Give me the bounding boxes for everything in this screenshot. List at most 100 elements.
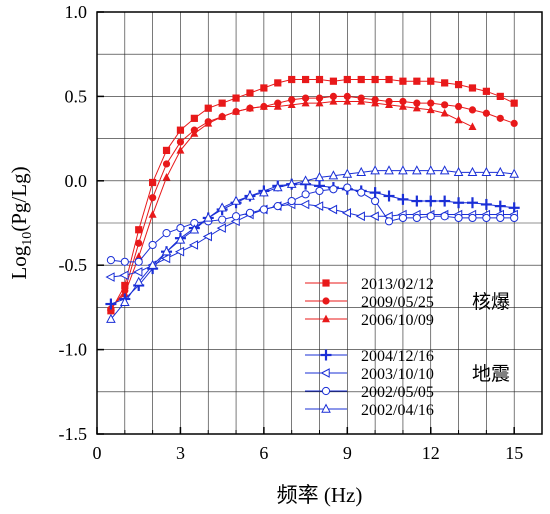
legend-entry: 2013/02/12	[305, 276, 434, 293]
data-point	[273, 102, 282, 110]
data-point	[161, 253, 171, 264]
data-point	[148, 210, 157, 218]
data-point	[287, 196, 296, 206]
legend-marker	[321, 386, 331, 396]
data-point	[204, 119, 213, 127]
data-point	[119, 296, 130, 307]
data-point	[162, 146, 171, 155]
data-point	[480, 198, 492, 210]
data-point	[494, 200, 506, 212]
data-point	[161, 246, 172, 256]
data-point	[329, 97, 338, 105]
data-point	[453, 197, 465, 209]
y-axis-label-rest: (Pg/Lg)	[7, 166, 31, 231]
series-layer	[105, 75, 520, 323]
data-point	[369, 187, 381, 199]
data-point	[300, 199, 310, 210]
data-point	[246, 89, 254, 97]
data-point	[162, 160, 171, 168]
legend-group-label: 核爆	[472, 291, 510, 313]
data-point	[190, 129, 199, 137]
legend-label: 2002/04/16	[361, 402, 434, 419]
y-tick-label: -1.5	[59, 424, 88, 444]
y-axis-label: Log10(Pg/Lg)	[7, 166, 35, 279]
data-point	[162, 173, 171, 181]
data-point	[327, 204, 338, 215]
legend-label: 2009/05/25	[361, 294, 434, 311]
data-point	[245, 190, 255, 200]
data-point	[216, 223, 226, 233]
data-point	[482, 109, 490, 117]
data-point	[301, 94, 310, 102]
data-point	[301, 75, 310, 84]
data-point	[315, 75, 324, 84]
data-point	[232, 107, 241, 115]
data-point	[369, 211, 379, 222]
data-point	[384, 165, 394, 175]
data-point	[357, 97, 366, 105]
data-point	[300, 175, 311, 185]
data-point	[259, 102, 268, 110]
data-point	[105, 272, 115, 282]
data-point	[342, 168, 353, 178]
data-point	[398, 102, 407, 110]
legend-marker	[320, 368, 330, 378]
data-point	[468, 84, 477, 92]
data-point	[272, 182, 283, 192]
legend-marker	[320, 349, 332, 361]
data-point	[273, 202, 282, 211]
data-point	[441, 101, 449, 109]
data-point	[496, 213, 505, 223]
series-line	[110, 79, 515, 312]
data-point	[274, 79, 282, 87]
data-point	[288, 75, 296, 84]
data-point	[398, 213, 408, 223]
data-point	[454, 80, 463, 89]
data-point	[468, 106, 477, 114]
data-point	[287, 100, 296, 109]
data-point	[481, 166, 492, 177]
data-point	[106, 313, 116, 323]
x-tick-label: 0	[93, 443, 102, 463]
data-point	[454, 213, 463, 223]
data-point	[329, 77, 338, 85]
data-point	[202, 231, 212, 242]
data-point	[427, 77, 435, 85]
data-point	[440, 108, 449, 117]
data-point	[190, 114, 198, 122]
data-point	[329, 92, 338, 100]
data-point	[232, 94, 240, 102]
x-tick-label: 3	[176, 443, 185, 463]
data-point	[189, 224, 200, 234]
data-point	[357, 75, 365, 84]
y-tick-label: 0.5	[65, 86, 88, 106]
x-axis-label: 频率 (Hz)	[277, 483, 363, 507]
data-point	[204, 104, 212, 112]
data-point	[397, 193, 409, 205]
y-tick-label: -0.5	[59, 255, 88, 275]
legend-entry: 2002/05/05	[305, 384, 434, 401]
data-point	[482, 87, 490, 95]
data-point	[454, 115, 463, 124]
data-point	[105, 298, 117, 310]
legend-label: 2004/12/16	[361, 348, 434, 365]
data-point	[440, 212, 449, 221]
data-point	[412, 165, 422, 175]
data-point	[426, 105, 435, 114]
data-point	[176, 126, 185, 134]
legend-label: 2002/05/05	[361, 384, 434, 401]
series-3	[105, 178, 520, 310]
data-point	[343, 75, 351, 84]
data-point	[439, 195, 451, 207]
data-point	[134, 257, 143, 266]
data-point	[508, 202, 520, 214]
data-point	[175, 234, 186, 244]
legend-entry: 2004/12/16	[305, 348, 434, 365]
data-point	[399, 77, 407, 85]
data-point	[133, 276, 144, 286]
data-point	[399, 97, 407, 106]
data-point	[245, 103, 254, 112]
y-axis-label-subscript: 10	[20, 232, 35, 246]
